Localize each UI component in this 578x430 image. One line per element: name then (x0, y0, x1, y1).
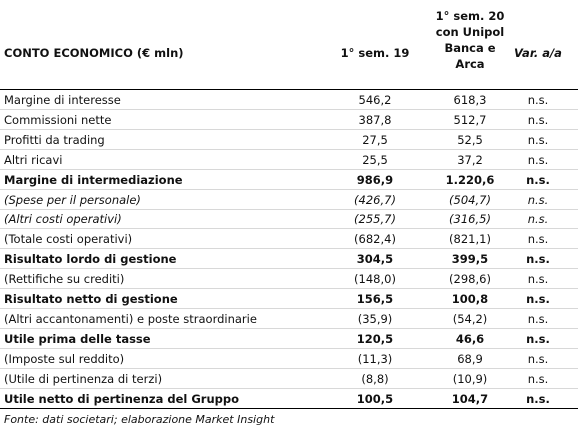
table-row: (Imposte sul reddito) (11,3) 68,9 n.s. (0, 349, 578, 369)
row-value: n.s. (527, 93, 549, 107)
row-value: (426,7) (354, 192, 396, 207)
row-label: (Altri costi operativi) (4, 212, 122, 227)
row-value: n.s. (527, 112, 549, 127)
row-value: n.s. (526, 252, 550, 267)
row-value: n.s. (527, 351, 549, 366)
table-row: (Altri accantonamenti) e poste straordin… (0, 309, 578, 329)
row-value: 68,9 (457, 351, 483, 366)
row-value: 52,5 (457, 132, 483, 147)
row-label: Risultato lordo di gestione (4, 252, 177, 267)
row-label: Margine di interesse (4, 93, 121, 107)
header-label: CONTO ECONOMICO (€ mln) (4, 46, 184, 60)
table-row: (Altri costi operativi) (255,7) (316,5) n.s… (0, 209, 578, 230)
row-value: n.s. (527, 371, 549, 386)
row-label: Altri ricavi (4, 152, 63, 167)
table-row: (Totale costi operativi) (682,4) (821,1) n.… (0, 229, 578, 250)
row-value: 104,7 (451, 391, 489, 406)
row-value: 100,5 (356, 391, 394, 406)
row-value: 387,8 (358, 112, 392, 127)
source-note: Fonte: dati societari; elaborazione Mark… (4, 413, 275, 426)
row-value: n.s. (527, 272, 549, 287)
row-value: n.s. (527, 311, 549, 326)
row-label: (Imposte sul reddito) (4, 351, 125, 366)
row-value: (255,7) (354, 212, 396, 227)
table-row: (Rettifiche su crediti) (148,0) (298,6) n.s… (0, 269, 578, 290)
header-rule (0, 89, 578, 90)
row-value: 120,5 (356, 331, 394, 346)
header-line: Banca e (444, 41, 496, 55)
row-label: Profitti da trading (4, 132, 105, 147)
bottom-rule (0, 408, 578, 409)
row-value: n.s. (527, 152, 549, 167)
row-value: n.s. (527, 232, 549, 247)
table-row: Utile prima delle tasse 120,5 46,6 n.s. (0, 329, 578, 349)
row-value: 46,6 (455, 331, 485, 346)
table-row: (Utile di pertinenza di terzi) (8,8) (10,9… (0, 369, 578, 389)
row-value: n.s. (526, 292, 550, 306)
table-row: Risultato lordo di gestione 304,5 399,5 n.s… (0, 249, 578, 270)
row-value: n.s. (527, 132, 549, 147)
table-row: Altri ricavi 25,5 37,2 n.s. (0, 150, 578, 170)
row-value: n.s. (527, 192, 549, 207)
row-value: 156,5 (356, 292, 394, 306)
row-value: (35,9) (357, 311, 393, 326)
row-value: 546,2 (358, 93, 392, 107)
table-row: Margine di interesse 546,2 618,3 n.s. (0, 90, 578, 110)
row-label: Margine di intermediazione (4, 172, 183, 187)
row-value: (148,0) (354, 272, 396, 287)
row-value: (11,3) (357, 351, 393, 366)
row-value: 986,9 (356, 172, 394, 187)
table-row: Margine di intermediazione 986,9 1.220,6 n.… (0, 170, 578, 190)
table-row: Commissioni nette 387,8 512,7 n.s. (0, 110, 578, 130)
table-row: Utile netto di pertinenza del Gruppo 100,… (0, 389, 578, 409)
row-value: 25,5 (362, 152, 388, 167)
row-value: 512,7 (453, 112, 487, 127)
table-row: (Spese per il personale) (426,7) (504,7) n.… (0, 190, 578, 210)
row-value: n.s. (526, 391, 550, 406)
row-label: Commissioni nette (4, 112, 112, 127)
row-value: (821,1) (449, 232, 491, 247)
row-value: (8,8) (361, 371, 389, 386)
row-label: (Utile di pertinenza di terzi) (4, 371, 163, 386)
row-value: (298,6) (449, 272, 491, 287)
table-row: Risultato netto di gestione 156,5 100,8 n.s… (0, 289, 578, 309)
row-label: (Rettifiche su crediti) (4, 272, 125, 287)
row-value: 27,5 (362, 132, 388, 147)
header-col1: 1° sem. 19 (340, 46, 410, 60)
row-value: 1.220,6 (445, 172, 495, 187)
row-value: 304,5 (356, 252, 394, 267)
row-value: 399,5 (451, 252, 489, 267)
header-col2: 1° sem. 20 con Unipol Banca e Arca (428, 8, 512, 72)
row-value: 618,3 (453, 93, 487, 107)
table-row: Profitti da trading 27,5 52,5 n.s. (0, 130, 578, 150)
row-value: 37,2 (457, 152, 483, 167)
row-label: Utile netto di pertinenza del Gruppo (4, 391, 239, 406)
row-label: (Totale costi operativi) (4, 232, 133, 247)
row-value: n.s. (527, 212, 549, 227)
row-value: n.s. (526, 172, 550, 187)
header-line: con Unipol (435, 25, 505, 39)
row-value: (504,7) (449, 192, 491, 207)
row-label: Utile prima delle tasse (4, 331, 151, 346)
header-line: 1° sem. 20 (435, 9, 505, 23)
row-label: (Altri accantonamenti) e poste straordin… (4, 311, 257, 326)
row-value: (54,2) (452, 311, 488, 326)
row-value: 100,8 (451, 292, 489, 306)
row-value: (10,9) (452, 371, 488, 386)
row-value: (682,4) (354, 232, 396, 247)
row-value: (316,5) (449, 212, 491, 227)
row-label: Risultato netto di gestione (4, 292, 178, 306)
header-col3: Var. a/a (514, 46, 562, 60)
row-value: n.s. (526, 331, 550, 346)
row-label: (Spese per il personale) (4, 192, 141, 207)
header-line: Arca (455, 57, 485, 71)
